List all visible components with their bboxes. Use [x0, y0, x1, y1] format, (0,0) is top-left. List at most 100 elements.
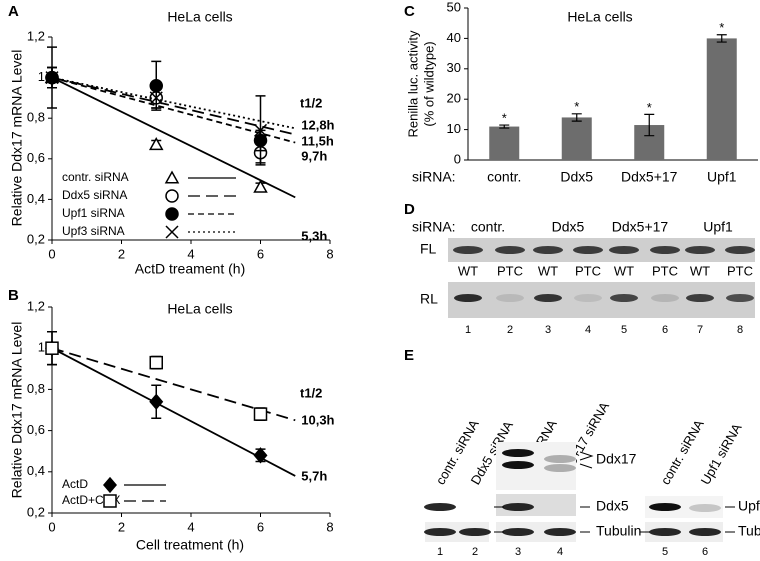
- y-tick-label: 0,2: [27, 231, 45, 246]
- significance-mark: *: [574, 99, 579, 114]
- y-axis-label: Renilla luc. activity: [405, 30, 420, 137]
- significance-mark: *: [502, 110, 507, 125]
- x-tick-label: 8: [326, 519, 333, 534]
- lane-number: 1: [465, 324, 471, 336]
- gel-band: [651, 294, 679, 302]
- lane-number: 2: [507, 324, 513, 336]
- x-tick-label: 2: [118, 246, 125, 261]
- fit-line: [51, 347, 296, 422]
- x-tick-label: Ddx5: [560, 169, 593, 185]
- gel-band: [573, 246, 603, 254]
- y-tick-label: 30: [447, 60, 461, 75]
- band-label: Ddx5: [596, 498, 629, 514]
- blot-band: [689, 528, 721, 536]
- marker: [148, 137, 164, 151]
- lane-number: 3: [545, 324, 551, 336]
- y-tick-label: 0,8: [27, 381, 45, 396]
- chart-title: HeLa cells: [167, 301, 232, 317]
- y-tick-label: 1,2: [27, 298, 45, 313]
- marker: [253, 123, 268, 137]
- legend-label: Ddx5 siRNA: [62, 188, 127, 202]
- x-tick-label: 6: [257, 519, 264, 534]
- legend-swatch: [165, 189, 179, 203]
- group-label: Upf1: [703, 219, 733, 235]
- marker: [149, 91, 163, 105]
- bar: [706, 38, 737, 160]
- blot-band: [424, 503, 456, 511]
- marker: [253, 407, 268, 421]
- half-life-label: 5,7h: [301, 468, 327, 483]
- blot-band: [502, 461, 534, 469]
- panel-label: E: [404, 347, 414, 364]
- gel-band: [453, 246, 483, 254]
- y-tick-label: 0,4: [27, 191, 45, 206]
- lane-type: PTC: [652, 263, 678, 278]
- half-life-label: 10,3h: [301, 412, 334, 427]
- blot-band: [689, 504, 721, 512]
- band-label: Tubulin: [596, 523, 641, 539]
- lane-number: 5: [621, 324, 627, 336]
- bar: [489, 126, 520, 160]
- lane-type: WT: [538, 263, 558, 278]
- lane-type: PTC: [497, 263, 523, 278]
- legend-label: ActD: [62, 477, 88, 491]
- error-bar: [644, 113, 655, 137]
- panel-label: D: [404, 201, 415, 218]
- half-life-label: 12,8h: [301, 117, 334, 132]
- y-tick-label: 0,8: [27, 110, 45, 125]
- x-tick-label: 8: [326, 246, 333, 261]
- marker: [149, 393, 164, 410]
- gel-band: [574, 294, 602, 302]
- blot-band: [502, 449, 534, 457]
- gel-band: [534, 294, 562, 302]
- y-tick-label: 1: [38, 340, 45, 355]
- marker: [45, 341, 59, 355]
- blot-band: [502, 503, 534, 511]
- band-label: Ddx17: [596, 451, 637, 467]
- blot-panel: [496, 522, 576, 542]
- gel-band: [725, 246, 755, 254]
- panel-label: B: [8, 287, 19, 304]
- blot-band: [459, 528, 491, 536]
- gel-row-label: FL: [420, 241, 437, 257]
- band-pointer: [579, 451, 594, 469]
- row-label: siRNA:: [412, 219, 456, 235]
- x-axis-label: Cell treatment (h): [136, 537, 244, 553]
- x-tick-label: 4: [187, 246, 194, 261]
- marker: [253, 179, 268, 193]
- gel-band: [495, 246, 525, 254]
- y-tick-label: 0,2: [27, 504, 45, 519]
- y-tick-label: 0: [454, 151, 461, 166]
- y-axis-label: Relative Ddx17 mRNA Level: [9, 322, 25, 499]
- half-life-header: t1/2: [300, 385, 322, 400]
- y-tick-label: 1,2: [27, 28, 45, 43]
- half-life-header: t1/2: [300, 95, 322, 110]
- y-tick-label: 0,4: [27, 463, 45, 478]
- blot-band: [544, 455, 576, 463]
- blot-panel: [645, 496, 723, 518]
- x-tick-label: Upf1: [707, 169, 737, 185]
- fit-line: [51, 76, 296, 130]
- panel-label: A: [8, 3, 19, 20]
- band-label: Tubulin: [738, 523, 760, 539]
- group-label: Ddx5+17: [612, 219, 669, 235]
- fit-line: [51, 76, 296, 144]
- blot-band: [544, 464, 576, 472]
- lane-number: 7: [697, 324, 703, 336]
- band-label: Upf1: [738, 498, 760, 514]
- gel-row-label: RL: [420, 291, 438, 307]
- blot-panel: [425, 522, 489, 542]
- y-axis-label: (% of wildtype): [421, 41, 436, 126]
- legend-label: Upf3 siRNA: [62, 224, 125, 238]
- group-label: Ddx5: [552, 219, 585, 235]
- half-life-label: 5,3h: [301, 228, 327, 243]
- y-tick-label: 1: [38, 69, 45, 84]
- blot-band: [649, 503, 681, 511]
- y-tick-label: 50: [447, 0, 461, 14]
- y-tick-label: 0,6: [27, 422, 45, 437]
- half-life-label: 11,5h: [301, 133, 334, 148]
- chart-title: HeLa cells: [167, 9, 232, 25]
- x-tick-label: 0: [48, 246, 55, 261]
